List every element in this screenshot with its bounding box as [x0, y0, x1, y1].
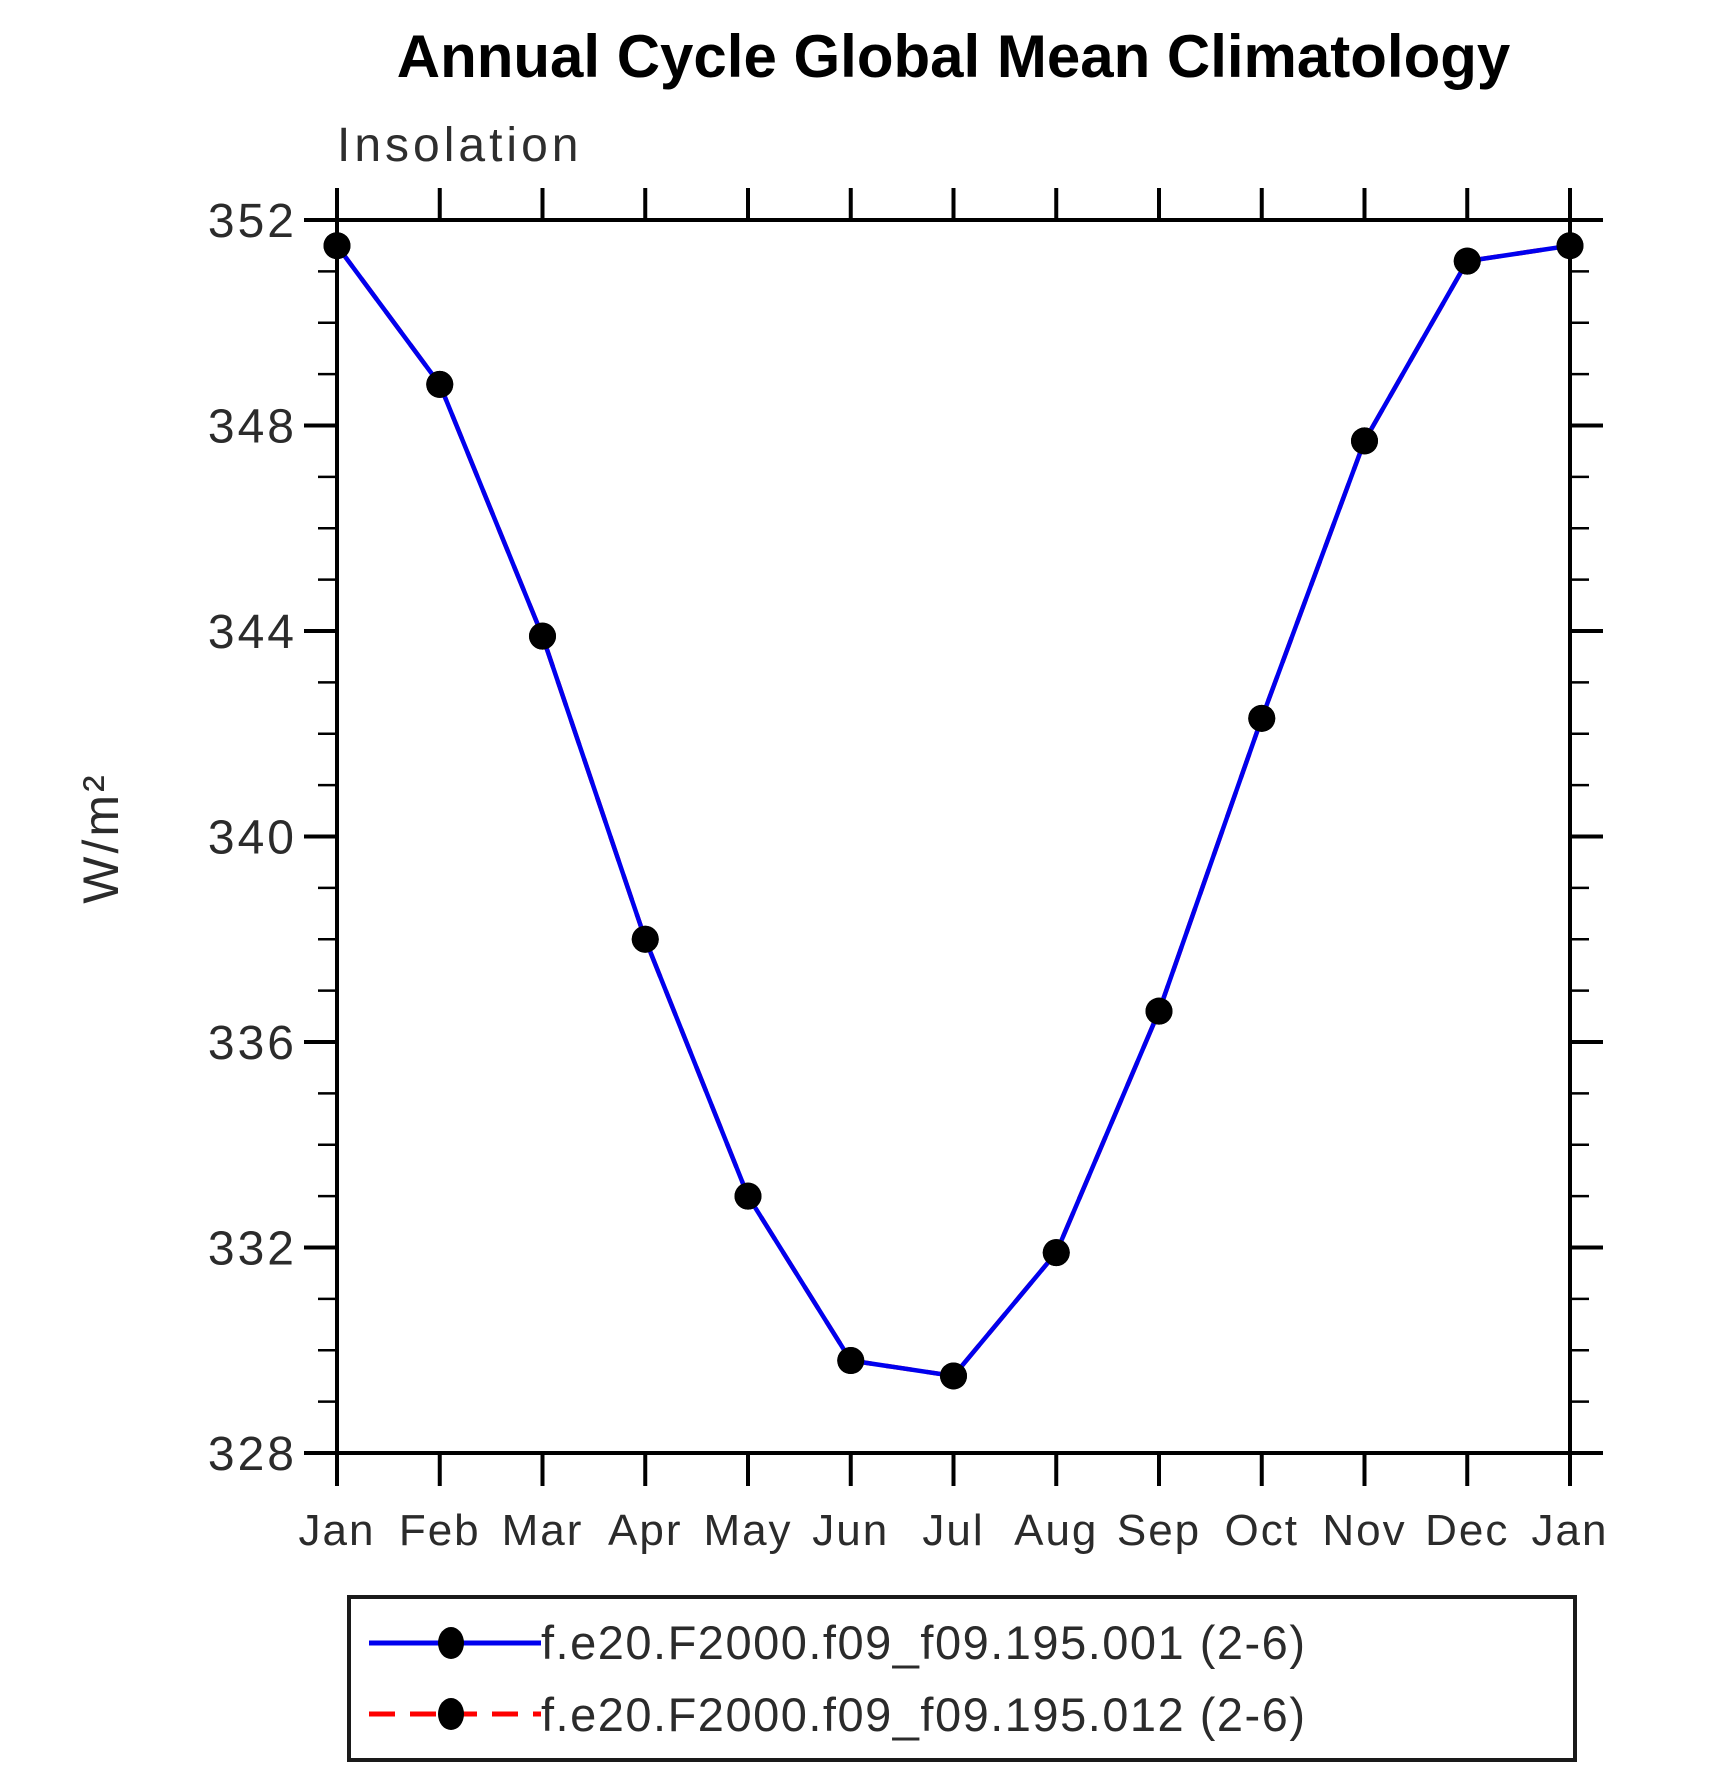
y-tick-label: 332 [208, 1222, 297, 1275]
chart-title: Annual Cycle Global Mean Climatology [396, 23, 1511, 90]
plot-subtitle-insolation: Insolation [337, 119, 583, 172]
legend-label-series-012: f.e20.F2000.f09_f09.195.012 (2-6) [541, 1687, 1307, 1741]
x-tick-label-month: Mar [502, 1506, 584, 1555]
x-tick-label-month: Nov [1322, 1506, 1406, 1555]
x-tick-label-month: Jul [922, 1506, 984, 1555]
data-point-marker [1248, 704, 1276, 732]
data-point-marker [1351, 427, 1378, 455]
y-tick-label: 328 [208, 1428, 297, 1481]
x-tick-label-month: Aug [1014, 1506, 1098, 1555]
y-tick-label: 336 [208, 1017, 297, 1070]
y-tick-label: 344 [208, 606, 297, 659]
data-point-marker [1556, 232, 1584, 260]
legend-marker-dot [438, 1698, 464, 1731]
data-point-marker [426, 370, 454, 398]
x-tick-label-month: Sep [1117, 1506, 1201, 1555]
data-point-marker [734, 1182, 762, 1210]
legend-swatch-series-012 [369, 1698, 541, 1731]
x-tick-label-month: Dec [1425, 1506, 1509, 1555]
x-tick-label-month: Jan [299, 1506, 376, 1555]
y-tick-label: 340 [208, 811, 297, 864]
legend-swatch-series-001 [369, 1626, 541, 1659]
y-tick-label: 352 [208, 195, 297, 248]
data-point-marker [940, 1362, 967, 1390]
data-point-marker [837, 1347, 865, 1375]
data-point-marker [1453, 247, 1481, 275]
legend: f.e20.F2000.f09_f09.195.001 (2-6) f.e20.… [347, 1595, 1577, 1762]
x-tick-label-month: Feb [399, 1506, 481, 1555]
x-tick-label-month: Jan [1532, 1506, 1609, 1555]
x-tick-label-month: Oct [1225, 1506, 1299, 1555]
legend-label-series-001: f.e20.F2000.f09_f09.195.001 (2-6) [541, 1616, 1307, 1670]
legend-marker-dot [438, 1626, 464, 1659]
x-tick-label-month: May [703, 1506, 792, 1555]
legend-row: f.e20.F2000.f09_f09.195.001 (2-6) [351, 1615, 1573, 1671]
series-line-001 [335, 243, 1571, 1379]
x-tick-label-month: Apr [608, 1506, 682, 1555]
legend-row: f.e20.F2000.f09_f09.195.012 (2-6) [351, 1686, 1573, 1742]
data-point-marker [323, 232, 351, 260]
data-point-marker [1145, 997, 1173, 1025]
data-point-marker [529, 622, 556, 650]
data-point-marker [1042, 1239, 1070, 1267]
y-tick-label: 348 [208, 400, 297, 453]
data-point-marker [631, 925, 659, 953]
series-line-012 [335, 243, 1571, 1379]
y-axis-title: W/m² [73, 772, 129, 903]
x-tick-label-month: Jun [812, 1506, 889, 1555]
